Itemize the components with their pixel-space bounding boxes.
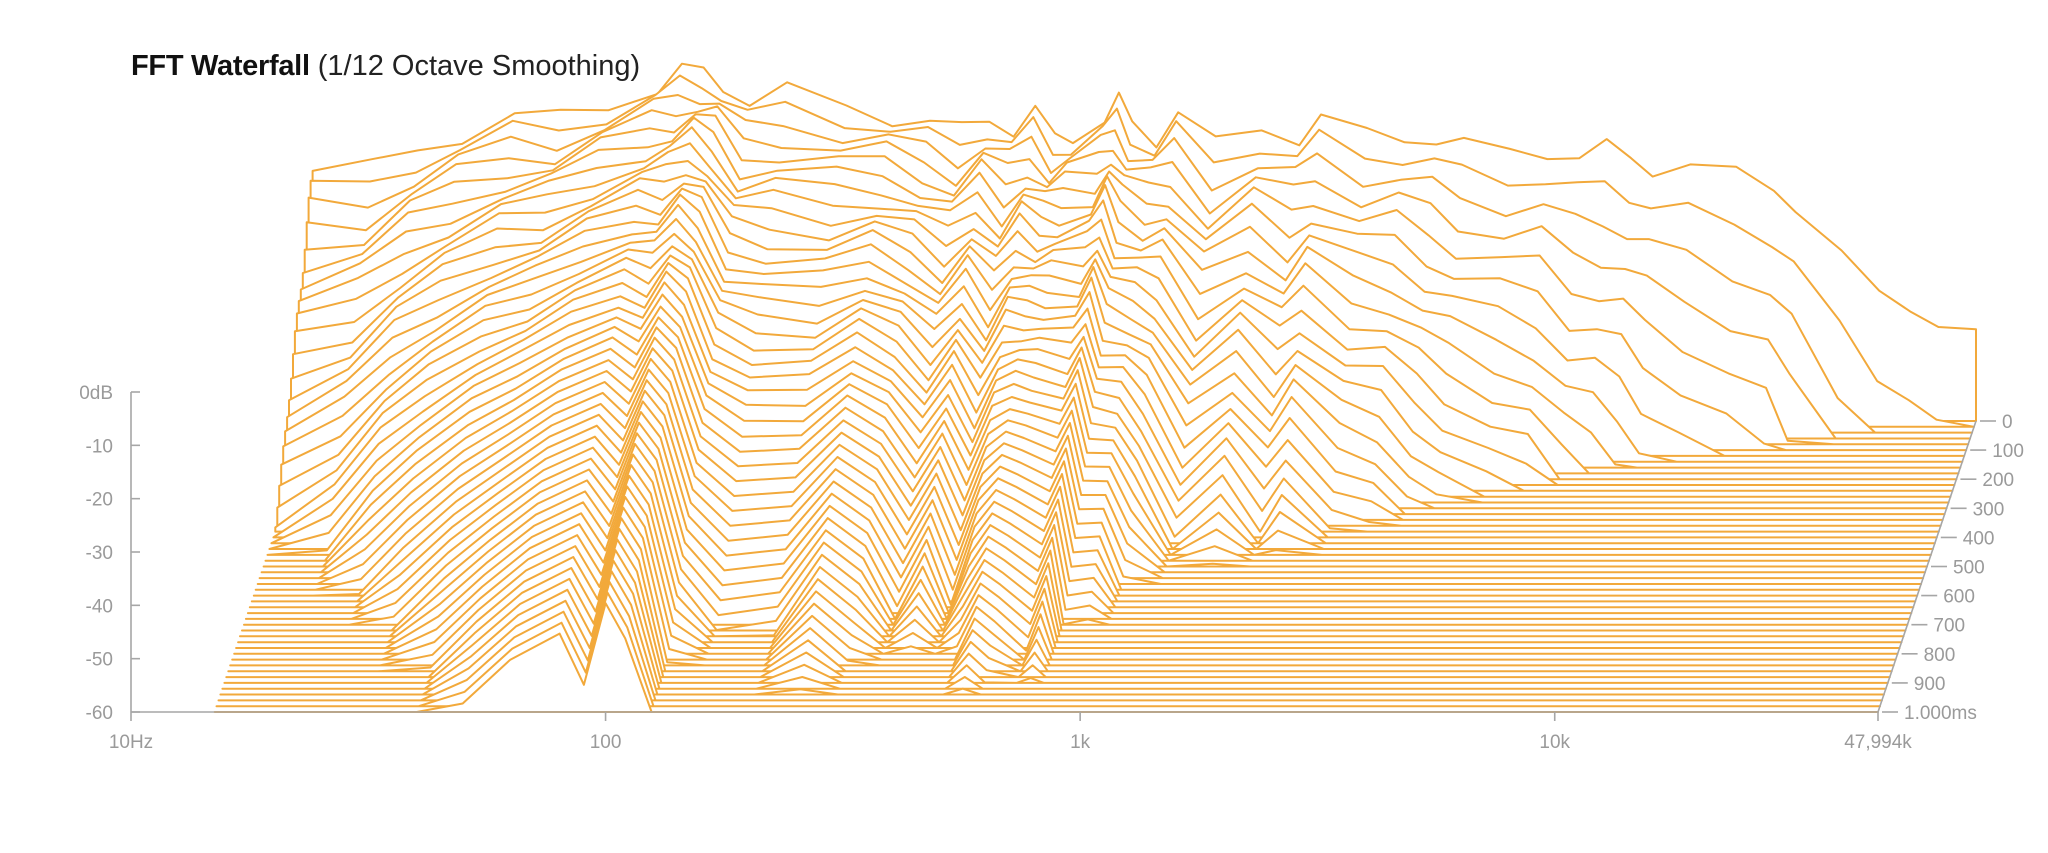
z-tick-label: 300 [1973, 499, 2005, 520]
z-tick-label: 1.000ms [1904, 703, 1977, 724]
z-tick-label: 0 [2002, 412, 2013, 433]
y-tick-label: -50 [86, 650, 113, 671]
z-tick-label: 600 [1943, 587, 1975, 608]
x-tick-label: 47,994k [1844, 732, 1912, 753]
chart-title: FFT Waterfall (1/12 Octave Smoothing) [131, 50, 640, 83]
x-tick-label: 1k [1070, 732, 1091, 753]
z-tick-label: 900 [1914, 674, 1946, 695]
z-tick-label: 500 [1953, 558, 1985, 579]
y-tick-label: -10 [86, 436, 113, 457]
waterfall-slices [213, 62, 1977, 713]
z-tick-label: 400 [1963, 528, 1995, 549]
y-tick-label: -30 [86, 543, 113, 564]
y-tick-label: -40 [86, 596, 113, 617]
x-tick-label: 10Hz [109, 732, 153, 753]
z-tick-label: 800 [1924, 645, 1956, 666]
y-tick-label: -60 [86, 703, 113, 724]
y-tick-label: 0dB [79, 383, 113, 404]
x-tick-label: 100 [590, 732, 622, 753]
chart-title-main: FFT Waterfall [131, 50, 310, 82]
y-tick-label: -20 [86, 490, 113, 511]
waterfall-axes: 0dB -10 -20 -30 -40 -50 -60 10Hz 100 1k 10k 47,994k… [79, 383, 2024, 753]
x-tick-label: 10k [1539, 732, 1570, 753]
z-axis-line [1877, 420, 1977, 713]
z-tick-label: 100 [1992, 441, 2024, 462]
chart-subtitle: (1/12 Octave Smoothing) [317, 50, 641, 82]
z-tick-label: 700 [1933, 616, 1965, 637]
z-tick-label: 200 [1982, 470, 2014, 491]
